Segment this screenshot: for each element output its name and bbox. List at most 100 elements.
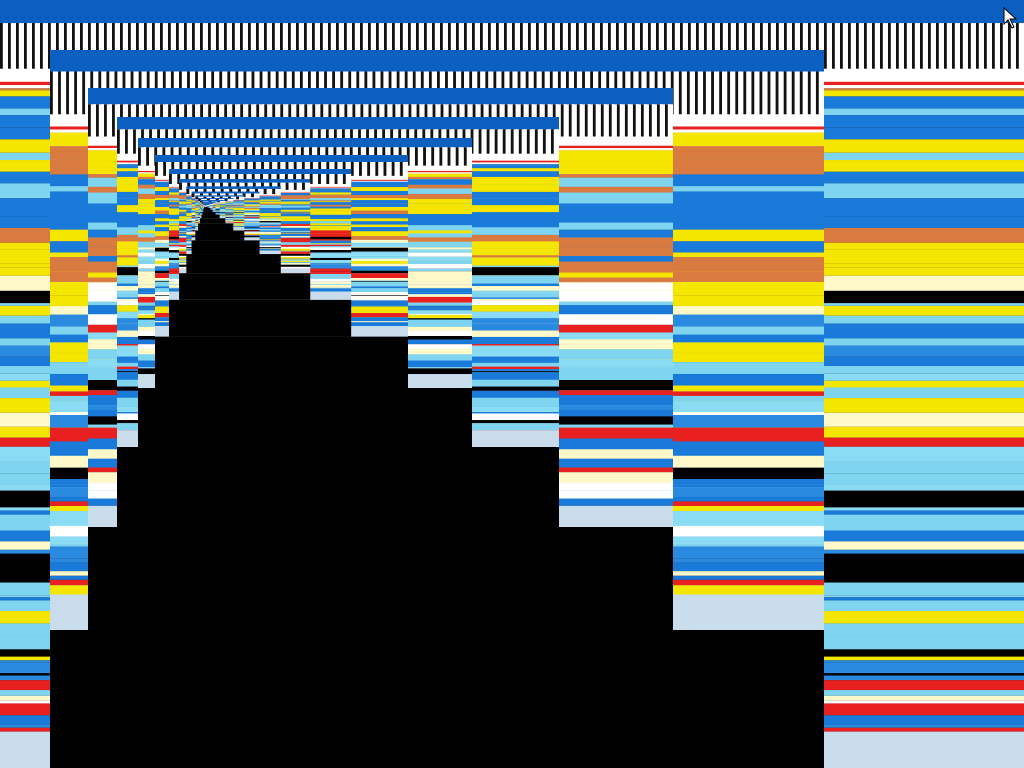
toolbar-tick (712, 23, 715, 69)
toolbar-tick (187, 182, 191, 190)
toolbar-tick (414, 147, 418, 166)
toolbar-tick (285, 182, 289, 190)
toolbar-tick (48, 23, 51, 69)
title-bar (88, 88, 673, 105)
toolbar-tick (216, 23, 219, 69)
toolbar-tick (760, 23, 763, 69)
toolbar-tick (342, 174, 346, 185)
toolbar-tick (968, 23, 971, 69)
toolbar-tick (326, 174, 330, 185)
toolbar-tick (952, 23, 955, 69)
toolbar-tick (304, 23, 307, 69)
toolbar-tick (203, 188, 207, 195)
title-bar (0, 0, 1024, 24)
toolbar-tick (832, 23, 835, 69)
toolbar-tick (32, 23, 35, 69)
black-area (199, 218, 226, 224)
toolbar-tick (309, 174, 313, 185)
black-area (202, 211, 216, 215)
toolbar-tick (368, 23, 371, 69)
toolbar-tick (301, 174, 305, 185)
toolbar-tick (200, 193, 204, 198)
toolbar-tick (220, 161, 224, 176)
toolbar-tick (318, 174, 321, 185)
title-bar (199, 199, 226, 201)
toolbar-tick (392, 23, 395, 69)
toolbar-tick (526, 129, 530, 154)
toolbar-tick (775, 71, 779, 115)
toolbar-tick (632, 23, 635, 69)
toolbar-tick (255, 188, 259, 195)
toolbar-tick (727, 71, 731, 115)
toolbar-tick (550, 129, 554, 154)
toolbar-tick (171, 161, 175, 176)
toolbar-tick (592, 23, 595, 69)
toolbar-tick (344, 23, 347, 69)
toolbar-tick (752, 23, 755, 69)
toolbar-tick (152, 23, 155, 69)
toolbar-tick (928, 23, 931, 69)
toolbar-tick (616, 23, 619, 69)
title-bar (186, 186, 281, 189)
toolbar-tick (228, 161, 232, 176)
toolbar-tick (8, 23, 11, 69)
toolbar-tick (944, 23, 947, 69)
toolbar-tick (244, 161, 248, 176)
toolbar-tick (447, 147, 451, 166)
toolbar-tick (896, 23, 899, 69)
toolbar-tick (104, 23, 107, 69)
toolbar-tick (246, 188, 250, 195)
toolbar-tick (678, 71, 682, 115)
toolbar-tick (203, 182, 207, 190)
toolbar-tick (264, 23, 267, 69)
toolbar-tick (656, 23, 659, 69)
toolbar-tick (552, 23, 555, 69)
toolbar-tick (56, 23, 59, 69)
toolbar-tick (236, 161, 240, 176)
toolbar-tick (352, 23, 355, 69)
toolbar-tick (584, 23, 587, 69)
black-area (117, 447, 559, 527)
toolbar-tick (624, 23, 627, 69)
toolbar-tick (212, 161, 215, 176)
toolbar-tick (432, 23, 435, 69)
toolbar-tick (88, 23, 91, 69)
toolbar-tick (88, 104, 91, 137)
toolbar-tick (176, 23, 179, 69)
toolbar-tick (648, 23, 651, 69)
toolbar-tick (872, 23, 875, 69)
toolbar-tick (423, 147, 426, 166)
toolbar-tick (229, 188, 233, 195)
title-bar (201, 201, 220, 203)
toolbar-tick (138, 147, 141, 166)
toolbar-tick (448, 23, 451, 69)
toolbar-tick (260, 174, 263, 185)
toolbar-tick (600, 23, 603, 69)
toolbar-tick (1016, 23, 1019, 69)
toolbar-tick (185, 174, 189, 185)
toolbar-tick (680, 23, 683, 69)
toolbar-tick (384, 23, 387, 69)
toolbar-tick (703, 71, 706, 115)
toolbar-tick (211, 196, 215, 200)
title-bar (138, 138, 472, 148)
toolbar-tick (74, 71, 78, 115)
toolbar-tick (248, 23, 251, 69)
toolbar-tick (848, 23, 851, 69)
toolbar-tick (504, 23, 507, 69)
toolbar-tick (510, 129, 514, 154)
toolbar-tick (736, 23, 739, 69)
toolbar-tick (807, 71, 811, 115)
toolbar-tick (904, 23, 907, 69)
title-bar (179, 179, 311, 183)
toolbar-tick (187, 161, 191, 176)
toolbar-tick (72, 23, 75, 69)
toolbar-tick (672, 23, 675, 69)
title-bar (204, 204, 208, 206)
toolbar-tick (104, 104, 107, 137)
toolbar-tick (40, 23, 43, 69)
toolbar-tick (220, 182, 223, 190)
toolbar-tick (776, 23, 779, 69)
toolbar-tick (704, 23, 707, 69)
toolbar-tick (237, 188, 241, 195)
